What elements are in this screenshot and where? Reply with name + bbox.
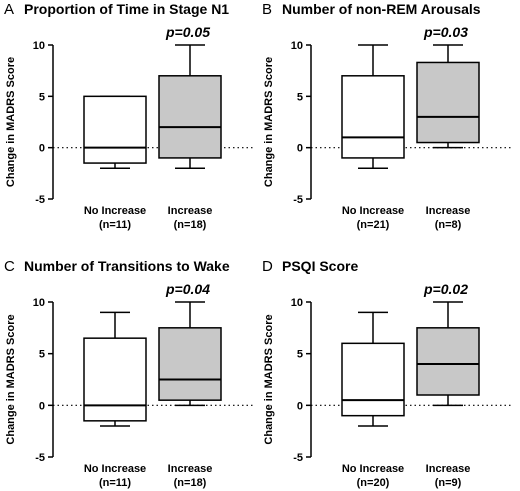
panel-a-no-increase-label: No Increase <box>84 205 146 217</box>
panel-b-increase-box <box>416 61 480 144</box>
panel-c-ytick-label: 10 <box>33 297 45 309</box>
panel-a-increase-n: (n=18) <box>174 219 207 231</box>
panel-b-no-increase-n: (n=21) <box>357 219 390 231</box>
panel-a-ytick-label: 10 <box>33 40 45 52</box>
panel-b-no-increase-box <box>341 75 405 159</box>
panel-b-ytick-label: 0 <box>297 143 303 155</box>
panel-c-ylabel: Change in MADRS Score <box>5 314 17 444</box>
panel-c-title: Number of Transitions to Wake <box>24 258 230 274</box>
panel-d-increase-box <box>416 327 480 396</box>
panel-d-increase-n: (n=9) <box>435 477 462 489</box>
panel-d-title: PSQI Score <box>282 258 358 274</box>
panel-c-increase-box <box>158 327 222 401</box>
panel-a-increase-box <box>158 75 222 159</box>
panel-c-letter: C <box>4 258 15 275</box>
panel-b-ytick-label: 5 <box>297 91 303 103</box>
panel-b-ytick-label: -5 <box>293 194 303 206</box>
panel-a-ylabel: Change in MADRS Score <box>5 57 17 187</box>
panel-d-increase-label: Increase <box>426 463 471 475</box>
panel-a-ytick-label: -5 <box>35 194 45 206</box>
panel-c-ytick-label: 5 <box>39 349 45 361</box>
panel-a-no-increase-n: (n=11) <box>99 219 131 231</box>
panel-d-ytick-label: -5 <box>293 452 303 464</box>
panel-a-title: Proportion of Time in Stage N1 <box>24 1 229 17</box>
panel-a-p-value: p=0.05 <box>165 24 210 40</box>
panel-d-ytick-label: 0 <box>297 400 303 412</box>
panel-b-ylabel: Change in MADRS Score <box>263 57 275 187</box>
panel-d-ytick-label: 10 <box>291 297 303 309</box>
panel-b-letter: B <box>262 1 272 18</box>
panel-d-letter: D <box>262 258 273 275</box>
panel-a-ytick-label: 0 <box>39 143 45 155</box>
panel-a-no-increase-box <box>83 95 147 164</box>
panel-d-ytick-label: 5 <box>297 349 303 361</box>
panel-c-no-increase-box <box>83 337 147 422</box>
panel-c-p-value: p=0.04 <box>165 281 210 297</box>
panel-b-ytick-label: 10 <box>291 40 303 52</box>
panel-c-no-increase-n: (n=11) <box>99 477 131 489</box>
panel-c-increase-n: (n=18) <box>174 477 207 489</box>
panel-b-increase-label: Increase <box>426 205 471 217</box>
panel-d-no-increase-box <box>341 342 405 417</box>
panel-d-no-increase-label: No Increase <box>342 463 404 475</box>
panel-c-no-increase-label: No Increase <box>84 463 146 475</box>
panel-c-ytick-label: -5 <box>35 452 45 464</box>
panel-d-no-increase-n: (n=20) <box>357 477 390 489</box>
panel-b-no-increase-label: No Increase <box>342 205 404 217</box>
panel-a-ytick-label: 5 <box>39 91 45 103</box>
panel-a-increase-label: Increase <box>168 205 213 217</box>
panel-d-p-value: p=0.02 <box>423 281 468 297</box>
panel-b-increase-n: (n=8) <box>435 219 462 231</box>
panel-b-p-value: p=0.03 <box>423 24 468 40</box>
panel-b-title: Number of non-REM Arousals <box>282 1 481 17</box>
panel-a-letter: A <box>4 1 14 18</box>
panel-c-increase-label: Increase <box>168 463 213 475</box>
panel-d-ylabel: Change in MADRS Score <box>263 314 275 444</box>
panel-c-ytick-label: 0 <box>39 400 45 412</box>
